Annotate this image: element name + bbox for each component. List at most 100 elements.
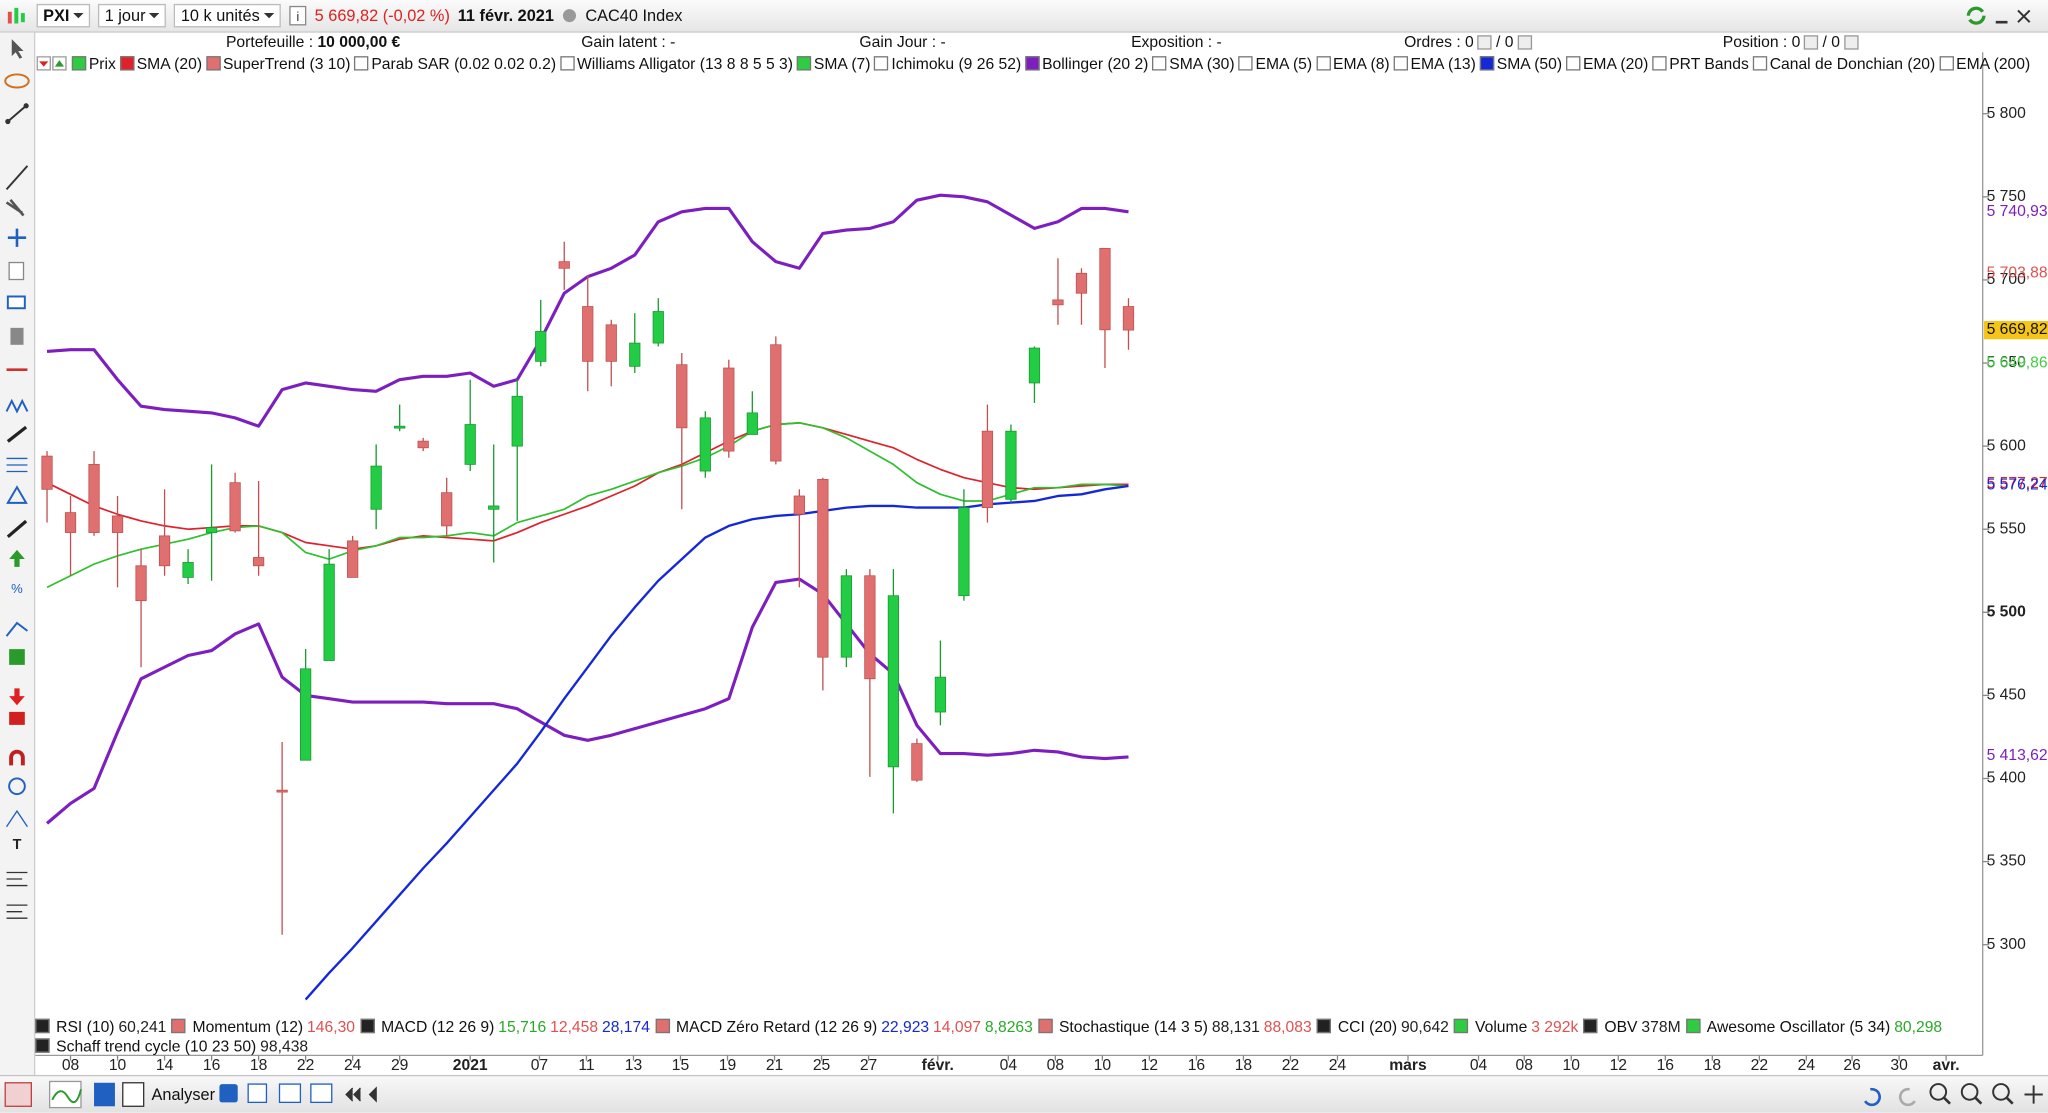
top-toolbar: PXI 1 jour 10 k unités i 5 669,82 (-0,02… xyxy=(0,0,2048,33)
x-tick-label: 13 xyxy=(625,1057,643,1074)
candle-body xyxy=(981,430,994,509)
y-tick-label: 5 450 xyxy=(1987,687,2026,704)
period-select[interactable]: 1 jour xyxy=(98,3,167,28)
legend-item[interactable]: EMA (13) xyxy=(1393,54,1476,72)
candle-body xyxy=(746,412,758,435)
candle-body xyxy=(887,595,900,768)
candle-body xyxy=(276,789,288,793)
legend-label: SMA (30) xyxy=(1169,54,1235,73)
window-controls xyxy=(1966,6,2031,25)
indicator[interactable]: Awesome Oscillator (5 34) 80,298 xyxy=(1685,1017,1942,1035)
legend-swatch xyxy=(1652,56,1667,71)
x-tick-label: 24 xyxy=(1798,1057,1816,1074)
candle-body xyxy=(347,540,359,578)
y-tick-label: 5 750 xyxy=(1987,188,2026,205)
x-tick-label: 25 xyxy=(813,1057,831,1074)
candle-body xyxy=(864,575,876,680)
legend-swatch xyxy=(1393,56,1408,71)
legend-swatch xyxy=(1152,56,1167,71)
x-tick-label: 21 xyxy=(766,1057,783,1074)
indicator[interactable]: Stochastique (14 3 5) 88,131 88,083 xyxy=(1038,1017,1312,1035)
legend-item[interactable]: SMA (20) xyxy=(119,54,203,73)
indicator[interactable]: Volume 3 292k xyxy=(1454,1017,1578,1035)
legend-item[interactable]: Ichimoku (9 26 52) xyxy=(874,54,1021,72)
y-tick-label: 5 400 xyxy=(1987,770,2026,787)
price-change: 5 669,82 (-0,02 %) xyxy=(314,6,450,25)
legend-label: Williams Alligator (13 8 8 5 5 3) xyxy=(576,54,793,73)
legend-item[interactable]: EMA (8) xyxy=(1316,54,1390,72)
x-tick-label: 18 xyxy=(1235,1057,1253,1074)
candle-body xyxy=(135,565,147,602)
x-tick-label: 12 xyxy=(1610,1057,1627,1074)
legend-item[interactable]: PRT Bands xyxy=(1652,54,1749,72)
indicator[interactable]: MACD (12 26 9) 15,716 12,458 28,174 xyxy=(360,1017,650,1035)
x-tick-label: 14 xyxy=(156,1057,174,1074)
candle-body xyxy=(1052,299,1064,306)
analyse-button[interactable]: Analyser xyxy=(151,1085,216,1104)
indicator-line xyxy=(46,422,1129,589)
legend-label: SMA (20) xyxy=(136,54,203,73)
candle-body xyxy=(723,367,735,452)
legend-item[interactable]: Canal de Donchian (20) xyxy=(1752,54,1935,72)
price-label: 5 649,86 xyxy=(1987,354,2048,371)
x-tick-label: 10 xyxy=(109,1057,127,1074)
marks: 5 300 5 350 5 400 5 450 5 500 5 550 5 600 5 650… xyxy=(41,105,2048,1074)
symbol-select[interactable]: PXI xyxy=(36,3,91,28)
x-tick-label: 08 xyxy=(1047,1057,1065,1074)
legend-item[interactable]: EMA (200) xyxy=(1939,54,2030,72)
account-bar: Portefeuille : 10 000,00 € Gain latent :… xyxy=(0,33,2048,53)
legend-label: SuperTrend (3 10) xyxy=(222,54,351,73)
legend-label: SMA (50) xyxy=(1496,54,1563,73)
indicator[interactable]: MACD Zéro Retard (12 26 9) 22,923 14,097 8,… xyxy=(655,1017,1033,1035)
indicator-swatch xyxy=(171,1018,186,1034)
position-value: 0 xyxy=(1791,32,1801,51)
price-label: 5 413,62 xyxy=(1987,747,2048,764)
legend-arrows[interactable] xyxy=(36,55,68,72)
y-tick-label: 5 500 xyxy=(1987,603,2026,620)
candle-body xyxy=(676,364,688,429)
legend-item[interactable]: SMA (50) xyxy=(1479,54,1563,73)
legend-item[interactable]: EMA (20) xyxy=(1565,54,1648,72)
legend-swatch xyxy=(1025,56,1040,71)
legend-item[interactable]: SuperTrend (3 10) xyxy=(205,54,351,73)
chart-icon xyxy=(7,7,25,24)
indicator-value: 14,097 xyxy=(933,1016,981,1036)
portfolio-value: 10 000,00 € xyxy=(317,32,401,51)
info-icon[interactable]: i xyxy=(289,5,307,26)
position-separator: / xyxy=(1822,32,1827,51)
candle-body xyxy=(1028,347,1041,384)
exposure-value: - xyxy=(1216,32,1222,51)
legend-swatch xyxy=(1939,56,1954,71)
indicator[interactable]: Schaff trend cycle (10 23 50) 98,438 xyxy=(35,1036,308,1055)
legend-swatch xyxy=(559,56,575,71)
quantity-select[interactable]: 10 k unités xyxy=(174,3,281,28)
y-tick-label: 5 300 xyxy=(1987,936,2026,953)
legend-item[interactable]: Williams Alligator (13 8 8 5 5 3) xyxy=(559,54,793,73)
legend-item[interactable]: Parab SAR (0.02 0.02 0.2) xyxy=(354,54,556,72)
indicator[interactable]: OBV 378M xyxy=(1583,1017,1681,1035)
legend-item[interactable]: Prix xyxy=(71,54,116,72)
position-value: 0 xyxy=(1831,32,1841,51)
legend-item[interactable]: SMA (30) xyxy=(1152,54,1235,73)
orders-separator: / xyxy=(1495,32,1501,51)
candle-body xyxy=(488,505,500,510)
legend-swatch xyxy=(1238,56,1253,71)
indicator[interactable]: CCI (20) 90,642 xyxy=(1316,1017,1449,1035)
candle-body xyxy=(770,344,782,462)
indicator-name: MACD Zéro Retard (12 26 9) xyxy=(676,1016,878,1036)
legend-item[interactable]: SMA (7) xyxy=(796,54,870,72)
indicator-value: 60,241 xyxy=(118,1016,167,1036)
x-tick-label: 18 xyxy=(250,1057,268,1074)
legend-item[interactable]: EMA (5) xyxy=(1238,54,1312,72)
candle-body xyxy=(323,563,335,661)
legend-item[interactable]: Bollinger (20 2) xyxy=(1025,54,1148,72)
svg-text:T: T xyxy=(13,837,22,853)
indicator[interactable]: Momentum (12) 146,30 xyxy=(171,1017,355,1035)
y-tick-label: 5 600 xyxy=(1987,437,2026,454)
indicator[interactable]: RSI (10) 60,241 xyxy=(35,1017,166,1035)
x-tick-label: avr. xyxy=(1933,1057,1960,1074)
exposure: Exposition : - xyxy=(1131,33,1222,51)
legend-swatch xyxy=(205,56,221,71)
